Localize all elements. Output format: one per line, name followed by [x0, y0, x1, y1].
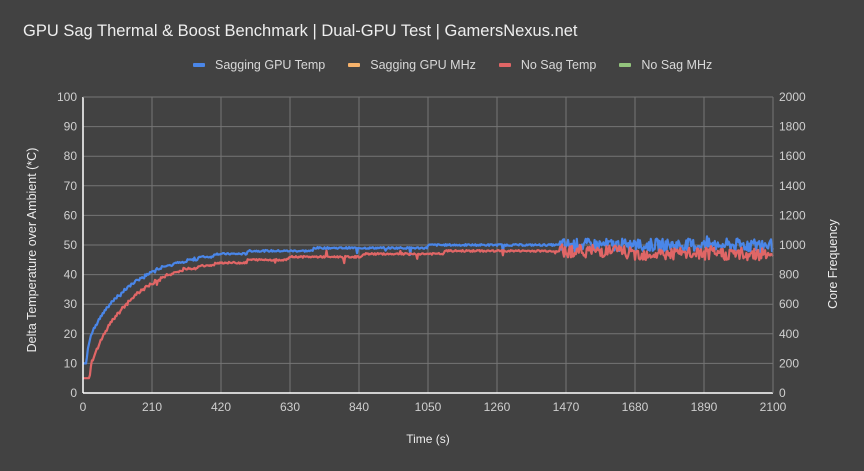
y-tick-label: 0 [70, 386, 77, 400]
y-tick-label: 10 [64, 356, 78, 370]
y2-tick-label: 1400 [779, 179, 806, 193]
x-tick-label: 1680 [622, 400, 649, 414]
y-tick-label: 30 [64, 297, 78, 311]
y2-tick-label: 600 [779, 297, 799, 311]
x-tick-label: 840 [349, 400, 369, 414]
axis-ticks: 0102030405060708090100020040060080010001… [57, 90, 806, 414]
legend-item-sagging-gpu-mhz[interactable]: Sagging GPU MHz [348, 58, 476, 72]
y-tick-label: 90 [64, 120, 78, 134]
y-tick-label: 50 [64, 238, 78, 252]
y-tick-label: 70 [64, 179, 78, 193]
x-tick-label: 1470 [553, 400, 580, 414]
data-series [82, 235, 775, 380]
series-line-no-sag-temp [82, 243, 774, 380]
legend-item-sagging-gpu-temp[interactable]: Sagging GPU Temp [193, 58, 325, 72]
y-axis-left-label: Delta Temperature over Ambient (*C) [25, 147, 39, 353]
y-tick-label: 40 [64, 268, 78, 282]
legend-swatch-icon [619, 63, 632, 67]
series-line-sagging-gpu-temp [82, 235, 775, 365]
x-tick-label: 210 [142, 400, 162, 414]
axis-lines [82, 96, 774, 394]
y-tick-label: 20 [64, 327, 78, 341]
x-axis-label: Time (s) [406, 432, 450, 446]
legend-item-no-sag-temp[interactable]: No Sag Temp [498, 58, 597, 72]
legend-label: Sagging GPU MHz [370, 58, 476, 72]
legend-swatch-icon [498, 63, 511, 67]
y2-tick-label: 200 [779, 356, 799, 370]
x-tick-label: 2100 [760, 400, 787, 414]
y2-tick-label: 400 [779, 327, 799, 341]
y-axis-right-label: Core Frequency [826, 219, 840, 309]
y2-tick-label: 800 [779, 268, 799, 282]
legend-label: No Sag Temp [520, 58, 597, 72]
y2-tick-label: 1200 [779, 208, 806, 222]
x-tick-label: 0 [80, 400, 87, 414]
x-tick-label: 1050 [415, 400, 442, 414]
x-tick-label: 1260 [484, 400, 511, 414]
y2-tick-label: 1800 [779, 120, 806, 134]
chart-title: GPU Sag Thermal & Boost Benchmark | Dual… [23, 22, 578, 40]
x-tick-label: 1890 [691, 400, 718, 414]
legend: Sagging GPU Temp Sagging GPU MHz No Sag … [193, 58, 735, 72]
y2-tick-label: 0 [779, 386, 786, 400]
y-tick-label: 100 [57, 90, 77, 104]
y-tick-label: 60 [64, 208, 78, 222]
y2-tick-label: 1600 [779, 149, 806, 163]
x-tick-label: 630 [280, 400, 300, 414]
legend-swatch-icon [348, 63, 361, 67]
legend-label: No Sag MHz [641, 58, 713, 72]
y2-tick-label: 1000 [779, 238, 806, 252]
y-tick-label: 80 [64, 149, 78, 163]
legend-swatch-icon [193, 63, 205, 67]
legend-item-no-sag-mhz[interactable]: No Sag MHz [619, 58, 712, 72]
y2-tick-label: 2000 [779, 90, 806, 104]
legend-label: Sagging GPU Temp [215, 58, 326, 72]
x-tick-label: 420 [211, 400, 231, 414]
